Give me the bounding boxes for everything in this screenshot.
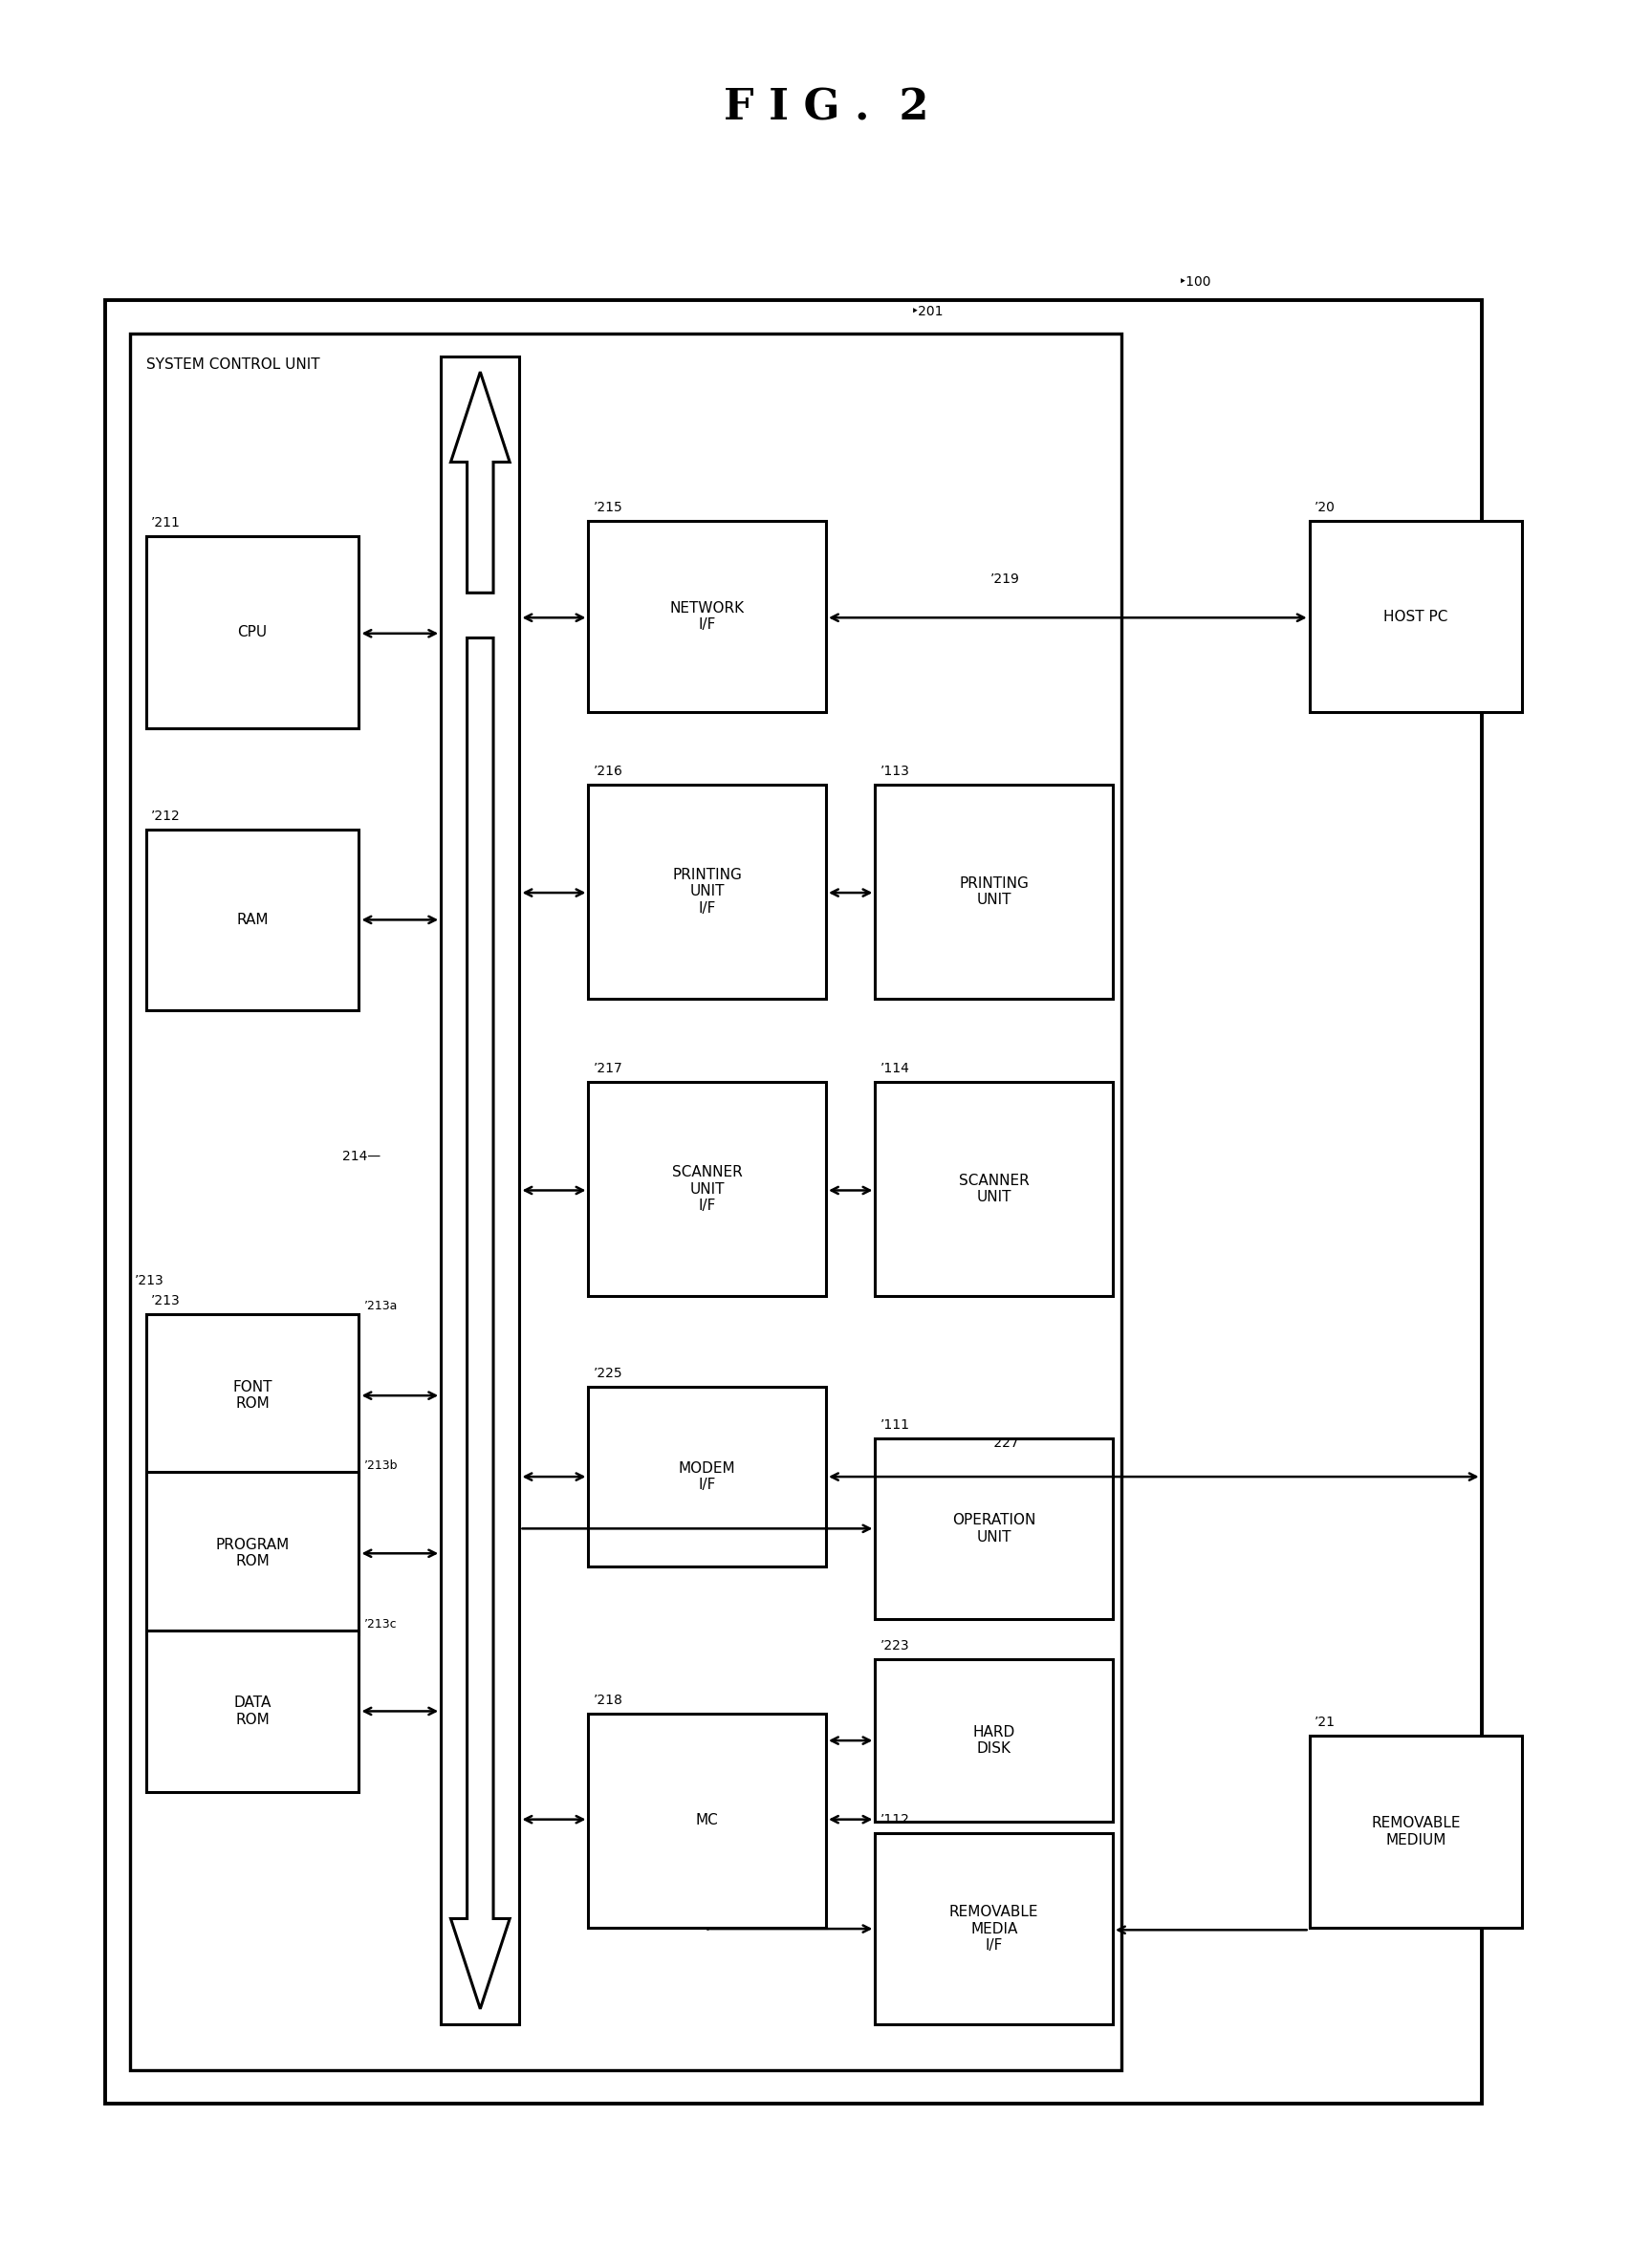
Text: ’20: ’20 <box>1315 501 1335 515</box>
Text: 214—: 214— <box>342 1150 380 1163</box>
FancyBboxPatch shape <box>145 1631 358 1792</box>
Text: ’227: ’227 <box>990 1436 1019 1449</box>
Text: ’225: ’225 <box>593 1365 623 1379</box>
Text: ‣100: ‣100 <box>1178 274 1211 288</box>
Text: FONT
ROM: FONT ROM <box>233 1379 273 1411</box>
Text: REMOVABLE
MEDIA
I/F: REMOVABLE MEDIA I/F <box>950 1905 1039 1953</box>
Text: ’218: ’218 <box>593 1694 623 1708</box>
FancyBboxPatch shape <box>106 299 1482 2102</box>
Text: PRINTING
UNIT: PRINTING UNIT <box>960 875 1029 907</box>
Text: MODEM
I/F: MODEM I/F <box>679 1461 735 1492</box>
FancyBboxPatch shape <box>441 356 520 2025</box>
FancyBboxPatch shape <box>876 1660 1113 1821</box>
Text: PROGRAM
ROM: PROGRAM ROM <box>215 1538 289 1569</box>
Polygon shape <box>451 637 510 2009</box>
FancyBboxPatch shape <box>588 785 826 998</box>
Text: HARD
DISK: HARD DISK <box>973 1726 1014 1755</box>
Text: ’213: ’213 <box>150 1295 180 1309</box>
Text: F I G .  2: F I G . 2 <box>724 88 928 129</box>
Text: SYSTEM CONTROL UNIT: SYSTEM CONTROL UNIT <box>145 358 319 372</box>
Text: NETWORK
I/F: NETWORK I/F <box>669 601 745 633</box>
Text: ’113: ’113 <box>881 764 910 778</box>
Text: OPERATION
UNIT: OPERATION UNIT <box>952 1513 1036 1545</box>
Text: ’217: ’217 <box>593 1061 623 1075</box>
Text: PRINTING
UNIT
I/F: PRINTING UNIT I/F <box>672 869 742 916</box>
Text: ’112: ’112 <box>881 1812 910 1826</box>
Text: SCANNER
UNIT: SCANNER UNIT <box>958 1175 1029 1204</box>
FancyBboxPatch shape <box>876 785 1113 998</box>
Text: MC: MC <box>695 1814 719 1828</box>
Text: ’213: ’213 <box>134 1275 164 1288</box>
FancyBboxPatch shape <box>145 830 358 1009</box>
FancyBboxPatch shape <box>876 1833 1113 2025</box>
FancyBboxPatch shape <box>1310 522 1523 712</box>
Text: REMOVABLE
MEDIUM: REMOVABLE MEDIUM <box>1371 1817 1460 1848</box>
Text: ’213c: ’213c <box>363 1617 396 1631</box>
FancyBboxPatch shape <box>145 1315 358 1476</box>
Text: SCANNER
UNIT
I/F: SCANNER UNIT I/F <box>672 1166 742 1213</box>
Text: ’216: ’216 <box>593 764 623 778</box>
Text: ‣201: ‣201 <box>912 304 945 318</box>
FancyBboxPatch shape <box>145 538 358 728</box>
FancyBboxPatch shape <box>129 333 1122 2071</box>
Text: ’212: ’212 <box>150 810 180 823</box>
FancyBboxPatch shape <box>876 1082 1113 1297</box>
FancyBboxPatch shape <box>145 1472 358 1635</box>
Text: ’211: ’211 <box>150 517 180 531</box>
Text: ’213a: ’213a <box>363 1300 398 1313</box>
Text: ’223: ’223 <box>881 1640 909 1653</box>
FancyBboxPatch shape <box>876 1438 1113 1619</box>
FancyBboxPatch shape <box>1310 1735 1523 1928</box>
FancyBboxPatch shape <box>588 1712 826 1928</box>
FancyBboxPatch shape <box>588 1386 826 1567</box>
Text: ’111: ’111 <box>881 1418 910 1431</box>
Text: DATA
ROM: DATA ROM <box>233 1696 271 1726</box>
FancyBboxPatch shape <box>588 522 826 712</box>
Text: ’114: ’114 <box>881 1061 910 1075</box>
Text: ’213b: ’213b <box>363 1461 398 1472</box>
FancyBboxPatch shape <box>588 1082 826 1297</box>
Text: ’219: ’219 <box>990 574 1019 585</box>
Text: ’21: ’21 <box>1315 1717 1335 1728</box>
Polygon shape <box>451 372 510 592</box>
Text: ’215: ’215 <box>593 501 623 515</box>
Text: CPU: CPU <box>238 626 268 640</box>
Text: RAM: RAM <box>236 912 269 928</box>
Text: HOST PC: HOST PC <box>1384 610 1449 624</box>
